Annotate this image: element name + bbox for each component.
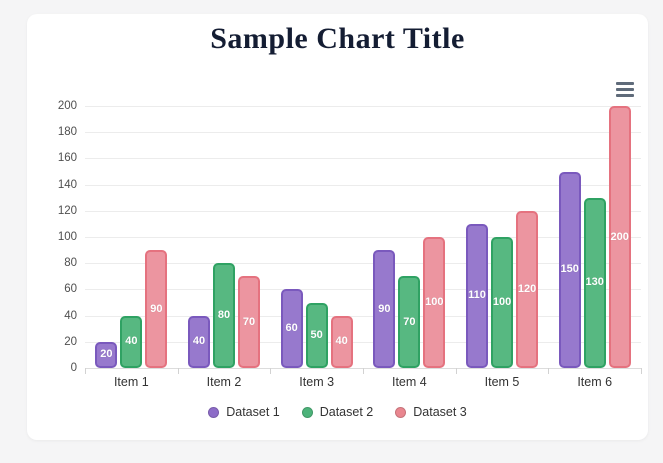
y-axis-label: 200 [57,100,77,112]
x-axis-tick [85,368,86,374]
bar-dataset1-item4[interactable]: 90 [373,250,396,368]
gridline [85,289,641,291]
bar-value-label: 90 [150,302,163,315]
x-axis-label: Item 3 [299,375,335,389]
hamburger-bar [616,93,634,97]
x-axis: Item 1 Item 2 Item 3 Item 4 Item 5 Item 6 [85,375,641,389]
bar-dataset1-item5[interactable]: 110 [466,223,489,368]
bar-value-label: 80 [217,309,231,322]
plot-area: 20 40 90 40 80 70 60 50 40 90 70 100 110 100 120 150 130… [85,106,642,374]
bar-groups: 20 40 90 40 80 70 60 50 40 90 70 100 110 100 120 150 130… [85,106,641,368]
bar-value-label: 100 [425,296,444,308]
bar-group-1: 20 40 90 [85,106,178,368]
x-axis-tick [641,368,642,374]
y-axis-label: 140 [57,178,77,191]
legend-marker-icon [301,406,313,418]
bar-dataset3-item5[interactable]: 120 [516,210,539,368]
bar-value-label: 110 [468,289,486,302]
bar-value-label: 90 [378,302,391,315]
legend-label: Dataset 3 [413,405,467,419]
x-axis-tick [363,368,364,374]
bar-dataset2-item2[interactable]: 80 [213,263,235,368]
x-axis-tick [177,368,179,374]
bar-group-3: 60 50 40 [270,106,363,368]
bar-value-label: 60 [285,322,298,335]
x-axis-tick [270,368,272,374]
bar-group-6: 150 130 200 [548,106,641,368]
bar-value-label: 70 [242,315,256,328]
x-axis-label: Item 2 [206,375,242,389]
bar-dataset2-item6[interactable]: 130 [583,197,606,368]
x-axis-label: Item 1 [113,375,149,389]
y-axis-label: 60 [64,283,77,296]
bar-dataset2-item4[interactable]: 70 [398,276,421,368]
bar-dataset3-item3[interactable]: 40 [330,315,353,368]
gridline [85,315,641,317]
y-axis-label: 80 [64,257,77,270]
gridline [85,210,641,212]
legend-marker-icon [395,406,407,418]
bar-dataset3-item2[interactable]: 70 [238,276,260,368]
chart-legend: Dataset 1 Dataset 2 Dataset 3 [27,405,648,419]
bar-dataset2-item5[interactable]: 100 [491,237,514,368]
x-axis-label: Item 6 [577,375,613,389]
bar-value-label: 200 [610,230,629,243]
legend-label: Dataset 2 [319,405,374,419]
bar-value-label: 130 [585,276,604,289]
bar-value-label: 150 [560,263,579,276]
legend-label: Dataset 1 [226,405,280,419]
bar-value-label: 20 [100,348,113,361]
gridline [85,132,641,134]
bar-dataset3-item1[interactable]: 90 [145,250,168,368]
x-axis-label: Item 5 [484,375,520,389]
bar-group-4: 90 70 100 [363,106,456,368]
bar-value-label: 120 [517,282,537,295]
y-axis-label: 180 [57,126,77,139]
gridline [85,237,641,238]
gridline [85,263,641,265]
bar-value-label: 100 [492,296,512,308]
y-axis-label: 100 [57,231,77,243]
x-axis-tick [548,368,550,374]
x-axis-label: Item 4 [391,375,427,389]
bar-dataset2-item3[interactable]: 50 [305,302,328,368]
bar-value-label: 40 [125,335,138,348]
legend-item-dataset2[interactable]: Dataset 2 [301,405,374,419]
chart-plot-wrapper: 0 20 40 60 80 100 120 140 160 180 200 20 40 90 40 80 70… [27,14,648,440]
bar-value-label: 50 [310,328,323,341]
bar-dataset1-item6[interactable]: 150 [558,171,581,368]
y-axis-label: 40 [64,309,77,322]
bar-dataset1-item3[interactable]: 60 [280,289,303,368]
gridline [85,106,641,107]
chart-card: Sample Chart Title 0 20 40 60 80 100 120 140 160… [27,14,648,440]
x-axis-tick [455,368,457,374]
bar-value-label: 40 [335,335,348,348]
hamburger-bar [616,81,634,85]
legend-marker-icon [208,406,220,418]
gridline [85,341,641,343]
y-axis: 0 20 40 60 80 100 120 140 160 180 200 [33,100,77,374]
bar-dataset3-item4[interactable]: 100 [423,237,446,368]
chart-title: Sample Chart Title [210,22,465,55]
bar-value-label: 40 [192,335,206,348]
bar-dataset1-item2[interactable]: 40 [188,315,210,368]
gridline [85,158,641,160]
bar-value-label: 70 [403,315,416,328]
bar-dataset1-item1[interactable]: 20 [95,341,118,368]
hamburger-menu-icon[interactable] [614,80,636,98]
hamburger-bar [616,87,634,91]
gridline [85,184,641,186]
bar-dataset2-item1[interactable]: 40 [120,315,143,368]
bar-dataset3-item6[interactable]: 200 [608,106,631,368]
bar-group-2: 40 80 70 [178,106,271,368]
legend-item-dataset3[interactable]: Dataset 3 [395,405,467,419]
y-axis-label: 160 [57,152,77,165]
legend-item-dataset1[interactable]: Dataset 1 [208,405,280,419]
bar-group-5: 110 100 120 [456,106,549,368]
y-axis-label: 0 [70,362,77,374]
y-axis-label: 120 [57,204,77,217]
y-axis-label: 20 [64,335,77,348]
